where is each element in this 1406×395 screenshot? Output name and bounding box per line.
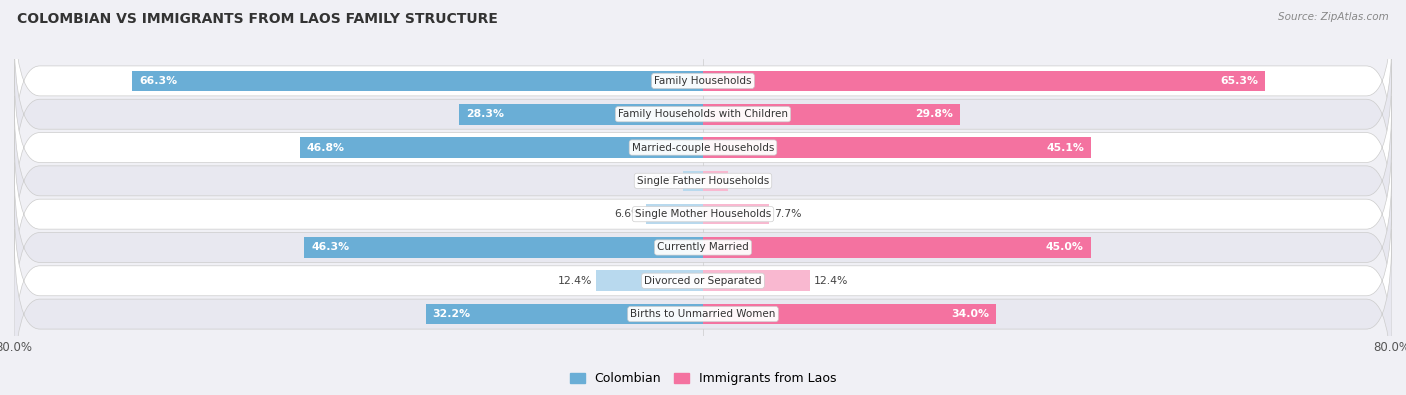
Bar [703, 104, 960, 124]
Text: 2.9%: 2.9% [733, 176, 759, 186]
Bar [703, 204, 769, 224]
FancyBboxPatch shape [14, 96, 1392, 266]
Text: 45.1%: 45.1% [1046, 143, 1084, 152]
Text: 34.0%: 34.0% [950, 309, 988, 319]
Bar [460, 104, 703, 124]
Bar [596, 271, 703, 291]
Bar [703, 237, 1091, 258]
Text: COLOMBIAN VS IMMIGRANTS FROM LAOS FAMILY STRUCTURE: COLOMBIAN VS IMMIGRANTS FROM LAOS FAMILY… [17, 12, 498, 26]
Text: 2.3%: 2.3% [651, 176, 679, 186]
Text: Single Father Households: Single Father Households [637, 176, 769, 186]
Bar [299, 137, 703, 158]
Text: Family Households: Family Households [654, 76, 752, 86]
Text: 7.7%: 7.7% [773, 209, 801, 219]
Bar [703, 271, 810, 291]
Text: 66.3%: 66.3% [139, 76, 177, 86]
Text: Currently Married: Currently Married [657, 243, 749, 252]
Text: Single Mother Households: Single Mother Households [636, 209, 770, 219]
Bar [703, 71, 1265, 91]
Text: 46.8%: 46.8% [307, 143, 344, 152]
Bar [683, 171, 703, 191]
FancyBboxPatch shape [14, 62, 1392, 233]
FancyBboxPatch shape [14, 29, 1392, 199]
Bar [132, 71, 703, 91]
Text: 65.3%: 65.3% [1220, 76, 1258, 86]
Text: 32.2%: 32.2% [433, 309, 471, 319]
Legend: Colombian, Immigrants from Laos: Colombian, Immigrants from Laos [565, 367, 841, 390]
Bar [703, 171, 728, 191]
Text: 12.4%: 12.4% [558, 276, 592, 286]
Text: Married-couple Households: Married-couple Households [631, 143, 775, 152]
Bar [426, 304, 703, 324]
Text: 12.4%: 12.4% [814, 276, 848, 286]
Bar [304, 237, 703, 258]
Text: Divorced or Separated: Divorced or Separated [644, 276, 762, 286]
Bar [703, 137, 1091, 158]
FancyBboxPatch shape [14, 196, 1392, 366]
FancyBboxPatch shape [14, 129, 1392, 299]
Text: 6.6%: 6.6% [614, 209, 643, 219]
Text: 28.3%: 28.3% [467, 109, 505, 119]
Text: 45.0%: 45.0% [1046, 243, 1084, 252]
Bar [647, 204, 703, 224]
FancyBboxPatch shape [14, 0, 1392, 166]
Text: Family Households with Children: Family Households with Children [619, 109, 787, 119]
FancyBboxPatch shape [14, 229, 1392, 395]
Text: 29.8%: 29.8% [915, 109, 953, 119]
FancyBboxPatch shape [14, 162, 1392, 333]
Text: 46.3%: 46.3% [311, 243, 349, 252]
Text: Births to Unmarried Women: Births to Unmarried Women [630, 309, 776, 319]
Bar [703, 304, 995, 324]
Text: Source: ZipAtlas.com: Source: ZipAtlas.com [1278, 12, 1389, 22]
